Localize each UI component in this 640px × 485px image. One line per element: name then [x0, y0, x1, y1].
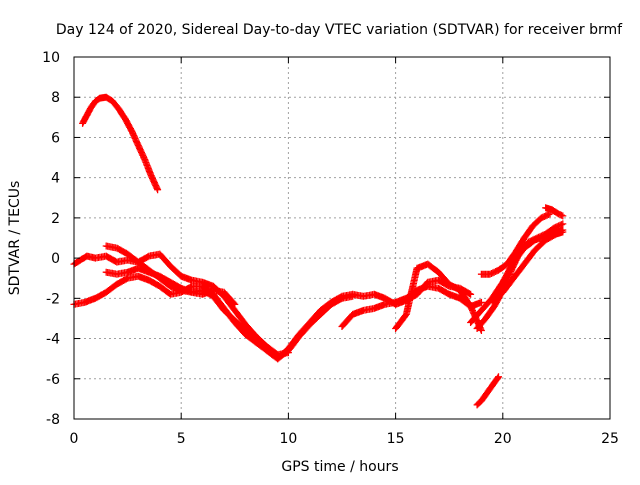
series-arc-8 [392, 260, 485, 334]
data-point-markers [79, 93, 162, 194]
plot-frame [73, 56, 611, 420]
y-tick-label: -4 [46, 332, 60, 348]
tick-layer: 0 5 10 15 20 25 -8 -6 -4 -2 0 2 4 6 8 10 [42, 50, 619, 447]
data-point-markers [488, 228, 567, 304]
y-axis-title: SDTVAR / TECUs [7, 181, 23, 296]
x-tick-label: 0 [70, 431, 79, 447]
x-tick-label: 10 [279, 431, 297, 447]
x-tick-label: 25 [601, 431, 619, 447]
y-tick-label: 0 [51, 251, 60, 267]
data-point-markers [542, 204, 567, 220]
data-point-markers [392, 260, 485, 334]
data-point-markers [102, 242, 292, 359]
series-arc-4 [102, 242, 292, 359]
data-point-markers [477, 210, 554, 278]
series-arc-1 [79, 93, 162, 194]
y-tick-label: -8 [46, 412, 60, 428]
data-point-markers [473, 373, 502, 409]
x-tick-label: 15 [387, 431, 405, 447]
series-arc-12 [488, 228, 567, 304]
series-arc-5 [102, 264, 239, 308]
x-tick-label: 20 [494, 431, 512, 447]
y-tick-label: -6 [46, 372, 60, 388]
y-tick-label: 10 [42, 50, 60, 66]
series-arc-14 [473, 373, 502, 409]
y-tick-label: 8 [51, 90, 60, 106]
series-arc-11 [477, 210, 554, 278]
series-arc-13 [542, 204, 567, 220]
y-tick-label: -2 [46, 291, 60, 307]
data-point-markers [102, 264, 239, 308]
series-arc-2 [70, 252, 357, 363]
x-tick-label: 5 [177, 431, 186, 447]
chart-title: Day 124 of 2020, Sidereal Day-to-day VTE… [56, 22, 623, 38]
x-axis-title: GPS time / hours [281, 459, 398, 475]
y-tick-label: 2 [51, 211, 60, 227]
y-tick-label: 6 [51, 130, 60, 146]
data-layer [70, 93, 567, 409]
y-tick-label: 4 [51, 171, 60, 187]
data-point-markers [70, 252, 357, 363]
